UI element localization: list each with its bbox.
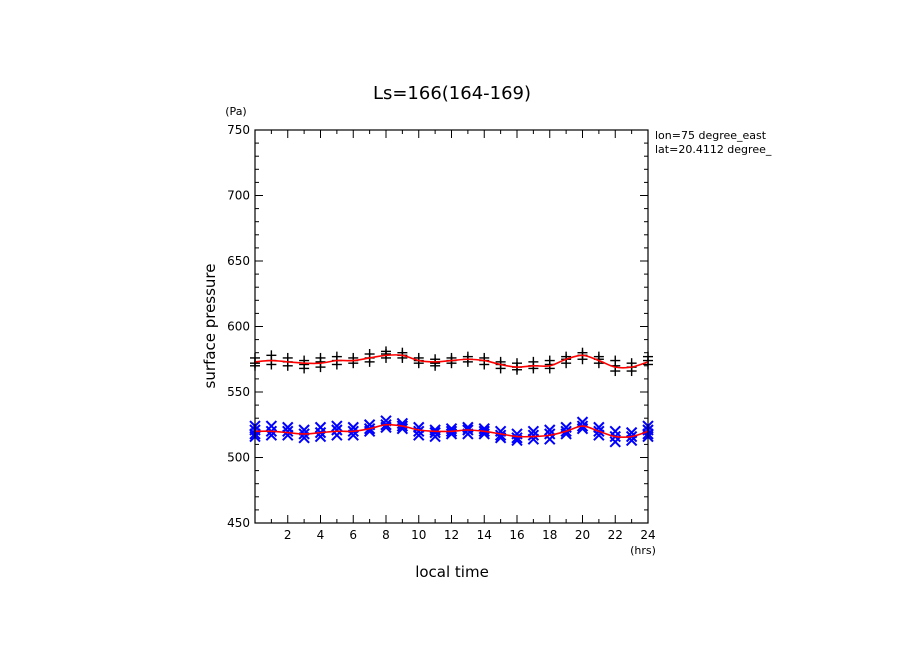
y-tick-label: 700 xyxy=(227,189,250,203)
y-tick-label: 550 xyxy=(227,385,250,399)
y-tick-label: 750 xyxy=(227,123,250,137)
x-marker xyxy=(265,420,278,432)
chart-title: Ls=166(164-169) xyxy=(373,83,531,104)
x-tick-label: 22 xyxy=(608,528,623,542)
x-marker xyxy=(429,426,441,439)
x-marker xyxy=(609,425,621,438)
x-tick-label: 12 xyxy=(444,528,459,542)
plus-marker xyxy=(299,363,310,374)
fit-curve-2 xyxy=(254,354,649,369)
x-tick-label: 20 xyxy=(575,528,590,542)
y-tick-label: 600 xyxy=(227,320,250,334)
x-tick-label: 14 xyxy=(477,528,492,542)
x-marker xyxy=(527,429,540,441)
x-marker xyxy=(331,424,343,436)
data-marks xyxy=(249,346,654,448)
x-marker xyxy=(609,436,621,448)
annotation-lon: lon=75 degree_east xyxy=(655,129,767,142)
x-marker xyxy=(576,422,589,435)
x-tick-label: 6 xyxy=(349,528,357,542)
x-marker xyxy=(413,429,425,441)
fit-curve-3 xyxy=(254,423,649,438)
x-axis-label: local time xyxy=(415,563,489,581)
x-marker xyxy=(494,429,507,441)
x-marker xyxy=(314,421,327,434)
x-tick-label: 8 xyxy=(382,528,390,542)
x-tick-label: 2 xyxy=(284,528,292,542)
axis-ticks: 2 4 6 8 10 12 14 16 18 20 22 2445050055060065070075… xyxy=(227,123,656,542)
y-tick-label: 450 xyxy=(227,516,250,530)
plus-marker xyxy=(528,363,539,374)
x-marker xyxy=(544,428,556,440)
y-tick-label: 500 xyxy=(227,451,250,465)
x-marker xyxy=(413,425,425,438)
plus-marker xyxy=(462,356,473,367)
y-unit-label: (Pa) xyxy=(225,105,246,118)
x-marker xyxy=(429,430,441,443)
y-axis-label: surface pressure xyxy=(201,264,219,389)
x-marker xyxy=(511,432,523,444)
plot-frame xyxy=(254,129,649,524)
x-tick-label: 16 xyxy=(509,528,524,542)
x-tick-label: 4 xyxy=(317,528,325,542)
y-tick-label: 650 xyxy=(227,254,250,268)
x-unit-label: (hrs) xyxy=(630,544,656,557)
x-marker xyxy=(544,424,556,436)
x-marker xyxy=(331,420,343,432)
annotation-lat: lat=20.4112 degree_ xyxy=(655,143,772,156)
x-marker xyxy=(282,425,294,438)
x-tick-label: 18 xyxy=(542,528,557,542)
x-tick-label: 10 xyxy=(411,528,426,542)
x-tick-label: 24 xyxy=(640,528,655,542)
